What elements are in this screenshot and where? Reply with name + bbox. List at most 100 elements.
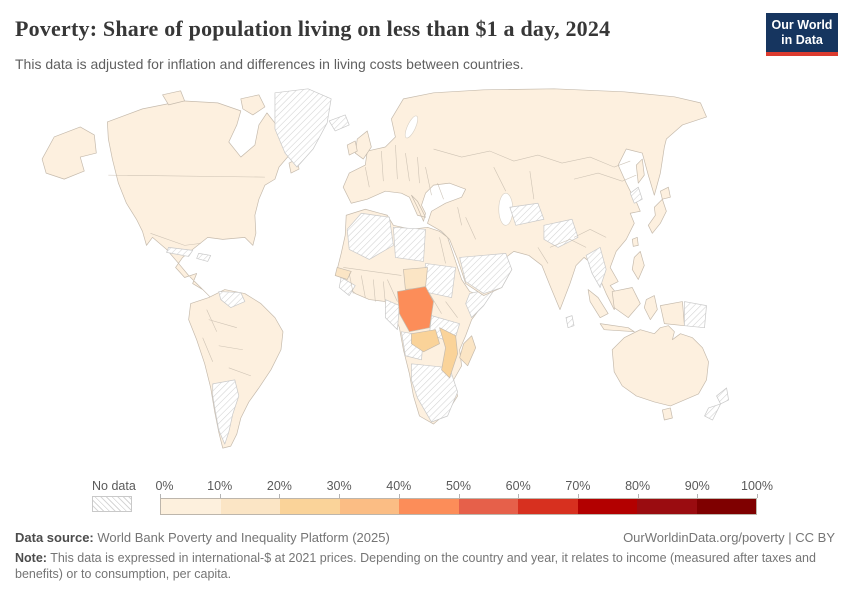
country-new-zealand-north[interactable]: [716, 387, 729, 405]
legend-tick-label-80%: 80%: [625, 479, 651, 493]
baltic-sea: [404, 115, 419, 139]
country-sakhalin-russia[interactable]: [635, 158, 645, 184]
country-australia-tasmania[interactable]: [662, 407, 673, 421]
chart-footer: Data source: World Bank Poverty and Ineq…: [15, 530, 835, 582]
country-indonesia-sulawesi[interactable]: [643, 295, 658, 320]
country-venezuela[interactable]: [218, 291, 246, 308]
country-cameroon-gabon[interactable]: [385, 299, 400, 331]
world-map: [12, 84, 840, 476]
country-indonesia-java[interactable]: [599, 323, 635, 333]
country-indonesia-west-papua[interactable]: [659, 301, 685, 327]
country-borders-south-america: [202, 309, 251, 377]
legend-tick-label-60%: 60%: [505, 479, 531, 493]
country-philippines[interactable]: [631, 251, 645, 280]
country-greenland[interactable]: [274, 88, 332, 168]
chart-note: Note: This data is expressed in internat…: [15, 551, 835, 582]
legend-bar: 0% 10% 20% 30% 40% 50% 60% 70% 80% 90% 100%: [155, 479, 773, 515]
legend-ticks: [160, 494, 758, 498]
country-borders-eurasia: [364, 144, 637, 264]
country-japan[interactable]: [647, 198, 667, 234]
legend-tick-mark: [637, 494, 639, 498]
legend-tick-label-100%: 100%: [741, 479, 773, 493]
country-argentina[interactable]: [212, 379, 240, 445]
data-source-line: Data source: World Bank Poverty and Ineq…: [15, 530, 390, 545]
country-turkmenistan[interactable]: [509, 202, 545, 226]
legend-color-20-30%[interactable]: [280, 499, 340, 514]
legend-tick-labels: 0% 10% 20% 30% 40% 50% 60% 70% 80% 90% 100%: [155, 479, 773, 494]
page-title: Poverty: Share of population living on l…: [15, 16, 611, 41]
country-cuba[interactable]: [166, 247, 194, 257]
country-democratic-republic-of-congo[interactable]: [397, 286, 434, 333]
page-subtitle: This data is adjusted for inflation and …: [15, 56, 524, 72]
country-baffin-island[interactable]: [240, 94, 266, 116]
legend-tick-label-70%: 70%: [565, 479, 591, 493]
legend-color-90-100%[interactable]: [696, 499, 756, 514]
country-papua-new-guinea[interactable]: [684, 301, 707, 329]
owid-logo[interactable]: Our World in Data: [766, 13, 838, 56]
legend-color-60-70%[interactable]: [518, 499, 578, 514]
country-central-african-republic[interactable]: [403, 267, 428, 290]
legend-tick-label-40%: 40%: [386, 479, 412, 493]
country-guinea[interactable]: [338, 277, 356, 296]
country-indonesia-borneo[interactable]: [611, 287, 641, 318]
legend-no-data[interactable]: No data: [92, 479, 136, 512]
country-myanmar[interactable]: [585, 247, 607, 288]
legend-tick-mark: [577, 494, 579, 498]
data-source-value: World Bank Poverty and Inequality Platfo…: [97, 530, 390, 545]
note-label: Note:: [15, 551, 47, 565]
country-zambia[interactable]: [411, 329, 440, 353]
legend-tick-label-30%: 30%: [326, 479, 352, 493]
country-sri-lanka[interactable]: [565, 315, 575, 329]
owid-logo-line2: in Data: [781, 32, 823, 47]
legend-tick-mark: [398, 494, 400, 498]
country-taiwan[interactable]: [631, 236, 639, 247]
legend-tick-mark: [458, 494, 460, 498]
legend-no-data-label: No data: [92, 479, 136, 493]
legend-color-50-60%[interactable]: [458, 499, 518, 514]
legend-tick-label-0%: 0%: [155, 479, 174, 493]
country-new-zealand-south[interactable]: [704, 403, 721, 421]
country-hispaniola[interactable]: [196, 253, 212, 262]
country-algeria[interactable]: [346, 212, 394, 260]
legend-tick-label-50%: 50%: [445, 479, 472, 493]
country-senegal[interactable]: [334, 267, 352, 280]
legend-color-0-10%[interactable]: [161, 499, 221, 514]
country-indonesia-sumatra[interactable]: [587, 289, 609, 318]
country-arabian-peninsula[interactable]: [459, 253, 513, 294]
country-borders-north-america: [108, 174, 265, 246]
map-legend: No data 0% 10% 20% 30% 40% 50% 60% 70% 80% 90% 100…: [15, 479, 835, 517]
legend-tick-mark: [219, 494, 221, 498]
country-north-korea[interactable]: [629, 186, 643, 204]
legend-tick-label-90%: 90%: [684, 479, 710, 493]
legend-tick-mark: [757, 494, 758, 498]
legend-tick-label-20%: 20%: [266, 479, 292, 493]
legend-color-70-80%[interactable]: [577, 499, 637, 514]
legend-tick-mark: [518, 494, 520, 498]
country-australia[interactable]: [611, 325, 709, 407]
country-afghanistan[interactable]: [543, 218, 579, 248]
note-text: This data is expressed in international-…: [15, 551, 816, 581]
legend-color-80-90%[interactable]: [637, 499, 697, 514]
legend-color-30-40%[interactable]: [339, 499, 399, 514]
owid-logo-line1: Our World: [771, 18, 833, 32]
country-arctic-islands[interactable]: [162, 90, 185, 106]
country-ireland[interactable]: [346, 140, 358, 156]
data-source-label: Data source:: [15, 530, 94, 545]
owid-link[interactable]: OurWorldinData.org/poverty | CC BY: [623, 530, 835, 545]
legend-color-10-20%[interactable]: [220, 499, 280, 514]
country-south-america[interactable]: [188, 289, 284, 449]
legend-color-40-50%[interactable]: [399, 499, 459, 514]
country-japan-hokkaido[interactable]: [659, 186, 671, 200]
country-madagascar[interactable]: [459, 335, 477, 367]
legend-no-data-swatch[interactable]: [92, 496, 132, 512]
country-borders-africa: [343, 237, 458, 318]
country-alaska-usa[interactable]: [41, 126, 97, 180]
legend-color-scale: [160, 498, 757, 515]
legend-tick-mark: [279, 494, 281, 498]
country-libya[interactable]: [393, 226, 426, 262]
legend-tick-mark: [339, 494, 341, 498]
country-iceland[interactable]: [328, 114, 350, 132]
country-canada-usa-mexico[interactable]: [106, 100, 292, 298]
country-mozambique[interactable]: [439, 327, 458, 379]
